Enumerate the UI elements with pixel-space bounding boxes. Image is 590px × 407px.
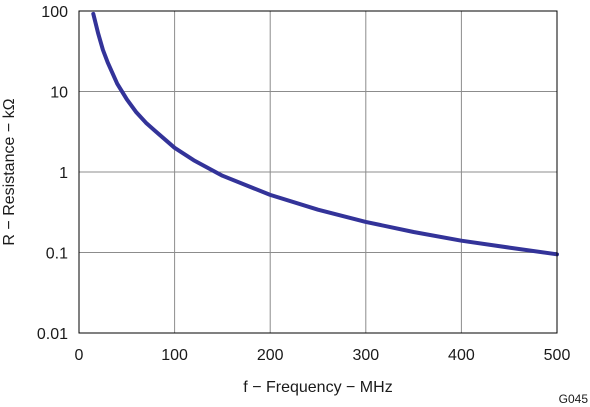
x-tick-label: 400: [448, 347, 475, 364]
y-tick-label: 0.1: [46, 246, 68, 263]
series-line: [91, 11, 559, 257]
figure-id: G045: [559, 392, 589, 406]
x-tick-label: 100: [161, 347, 188, 364]
x-axis-title: f − Frequency − MHz: [243, 379, 392, 396]
x-tick-labels: 0 100 200 300 400 500: [75, 347, 571, 364]
x-tick-label: 300: [352, 347, 379, 364]
grid: [79, 11, 557, 333]
y-axis-title: R − Resistance − kΩ: [1, 98, 18, 245]
y-tick-label: 100: [41, 4, 68, 21]
x-tick-label: 500: [544, 347, 571, 364]
y-tick-labels: 0.01 0.1 1 10 100: [37, 4, 68, 343]
y-tick-label: 1: [59, 165, 68, 182]
plot-frame: [78, 10, 558, 334]
y-tick-label: 10: [50, 85, 68, 102]
y-tick-label: 0.01: [37, 326, 68, 343]
series-layer: [91, 11, 559, 257]
x-tick-label: 0: [75, 347, 84, 364]
x-tick-label: 200: [257, 347, 284, 364]
